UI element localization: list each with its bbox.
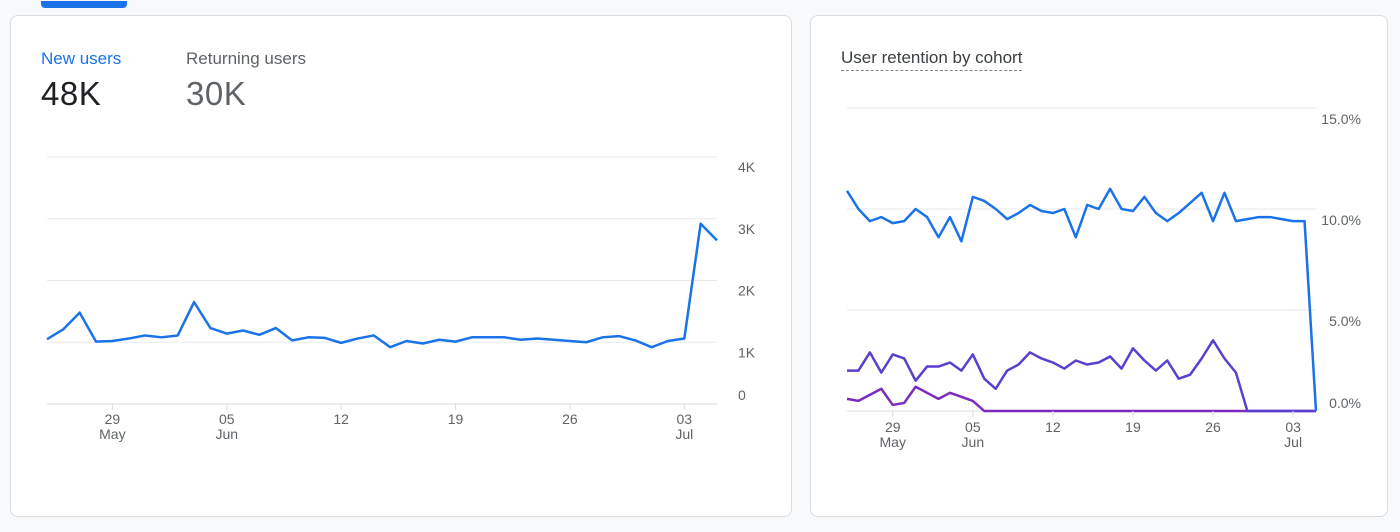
- x-tick-day: 26: [562, 411, 578, 427]
- new-users-card: [10, 1, 792, 517]
- x-tick-day: 12: [333, 411, 349, 427]
- x-tick-day: 26: [1205, 419, 1221, 435]
- metric-value-new-users: 48K: [41, 75, 102, 112]
- new-users-series-line: [46, 222, 718, 349]
- x-tick-day: 03: [1285, 419, 1301, 435]
- x-tick-month: Jul: [675, 426, 693, 442]
- x-tick-month: Jun: [215, 426, 238, 442]
- x-tick-day: 29: [105, 411, 121, 427]
- y-tick-label: 2K: [738, 283, 756, 299]
- x-tick-day: 05: [965, 419, 981, 435]
- y-tick-label: 10.0%: [1321, 212, 1361, 228]
- y-tick-label: 15.0%: [1321, 111, 1361, 127]
- metric-label-new-users: New users: [41, 49, 122, 68]
- y-tick-label: 0.0%: [1329, 395, 1361, 411]
- active-tab-indicator: [41, 1, 127, 8]
- y-tick-label: 3K: [738, 221, 756, 237]
- metric-value-returning-users: 30K: [186, 75, 247, 112]
- x-tick-month: Jun: [962, 434, 985, 450]
- x-tick-month: May: [880, 434, 906, 450]
- x-tick-day: 05: [219, 411, 235, 427]
- x-tick-month: May: [99, 426, 125, 442]
- x-tick-month: Jul: [1284, 434, 1302, 450]
- x-tick-day: 29: [885, 419, 901, 435]
- metric-label-returning-users: Returning users: [186, 49, 307, 68]
- user-retention-card: [810, 15, 1388, 517]
- retention-series-line-2: [847, 339, 1316, 413]
- retention-series-line-1: [845, 187, 1318, 412]
- y-tick-label: 1K: [738, 344, 756, 360]
- x-tick-day: 19: [448, 411, 464, 427]
- y-tick-label: 0: [738, 387, 746, 403]
- y-tick-label: 4K: [738, 159, 756, 175]
- x-tick-day: 19: [1125, 419, 1141, 435]
- x-tick-day: 12: [1045, 419, 1061, 435]
- y-tick-label: 5.0%: [1329, 313, 1361, 329]
- retention-card-title[interactable]: User retention by cohort: [841, 48, 1023, 71]
- retention-series-line-3: [846, 385, 1316, 413]
- x-tick-day: 03: [677, 411, 693, 427]
